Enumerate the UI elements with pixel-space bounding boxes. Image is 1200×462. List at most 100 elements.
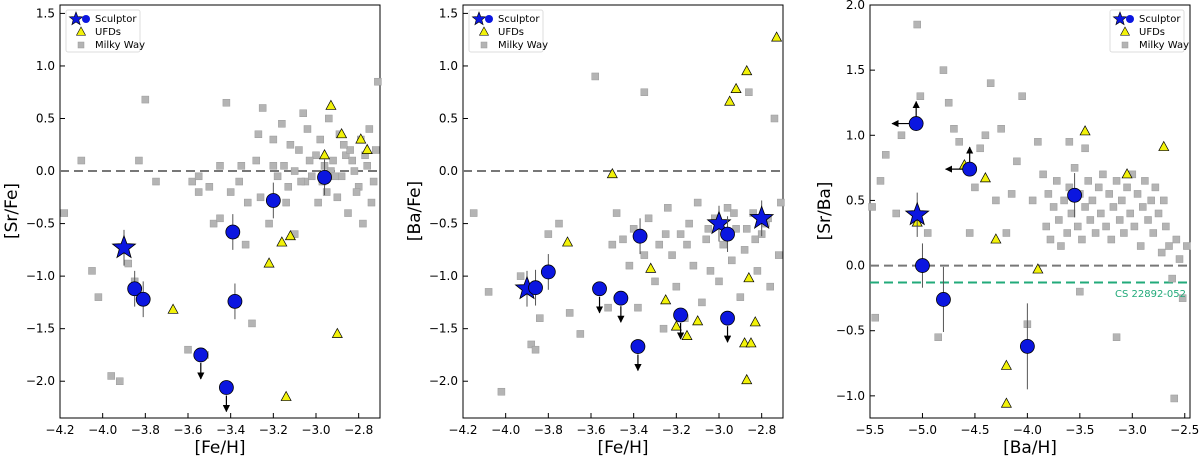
milky-way-point <box>314 198 322 207</box>
milky-way-point <box>333 193 342 202</box>
milky-way-point <box>322 188 331 196</box>
milky-way-point <box>651 277 659 286</box>
ufd-point <box>325 99 337 110</box>
milky-way-point <box>367 198 376 207</box>
milky-way-point <box>706 267 715 275</box>
milky-way-point <box>685 219 693 228</box>
x-tick-label: −3.4 <box>216 423 245 437</box>
milky-way-point <box>305 156 314 165</box>
milky-way-point <box>544 230 553 238</box>
ufd-point <box>1032 263 1044 274</box>
sculptor-circle-point <box>613 290 629 306</box>
y-tick-label: 1.5 <box>439 6 458 20</box>
milky-way-point <box>135 156 143 165</box>
y-tick-label: −2.0 <box>429 374 458 388</box>
milky-way-point <box>88 267 96 275</box>
sculptor-circle-point <box>193 347 209 363</box>
milky-way-point <box>693 198 702 207</box>
ufd-point <box>681 329 693 340</box>
y-tick-label: −0.5 <box>26 217 55 231</box>
sculptor-circle-point <box>127 281 143 297</box>
milky-way-point <box>668 251 676 259</box>
milky-way-point <box>876 177 885 185</box>
sculptor-circle-point <box>936 292 951 307</box>
milky-way-point <box>337 172 346 181</box>
milky-way-point <box>629 225 638 233</box>
sculptor-circle-point <box>227 293 243 309</box>
milky-way-point <box>194 172 203 181</box>
milky-way-point <box>1126 209 1134 218</box>
milky-way-point <box>683 240 691 249</box>
milky-way-point <box>728 256 736 265</box>
ufd-point <box>741 64 753 76</box>
milky-way-point <box>339 141 348 149</box>
panel-sr-fe: −4.2 −4.0 −3.8 −3.6 −3.4 −3.2 −3.0 −2.8 −2.0 −1.… <box>2 4 382 458</box>
sculptor-star-point <box>904 201 930 226</box>
milky-way-point <box>881 151 890 159</box>
y-tick-label: 0.0 <box>439 164 458 178</box>
milky-way-point <box>280 162 288 170</box>
milky-way-point <box>955 138 963 146</box>
milky-way-point <box>723 204 732 212</box>
milky-way-point <box>1099 170 1107 179</box>
milky-way-point <box>1018 92 1026 100</box>
milky-way-point <box>331 172 339 181</box>
x-tick-label: −5.5 <box>855 423 884 437</box>
milky-way-point <box>252 156 261 165</box>
y-tick-label: −1.0 <box>836 389 865 403</box>
milky-way-point <box>1046 235 1055 244</box>
milky-way-point <box>1049 203 1058 211</box>
legend-mw-symbol <box>480 41 488 49</box>
y-tick-label: 1.0 <box>846 128 865 142</box>
milky-way-point <box>256 193 265 202</box>
panel-ba-fe: −4.2 −4.0 −3.8 −3.6 −3.4 −3.2 −3.0 −2.8 −2.0 −1.… <box>405 4 785 458</box>
ufd-point <box>263 257 275 268</box>
ufd-point <box>276 236 288 247</box>
milky-way-point <box>1007 190 1016 198</box>
milky-way-point <box>1067 209 1076 218</box>
milky-way-point <box>344 209 352 217</box>
milky-way-point <box>469 209 478 217</box>
ufd-point <box>979 172 991 183</box>
milky-way-point <box>555 219 563 228</box>
sculptor-circle-point <box>673 307 688 323</box>
milky-way-point <box>1175 255 1184 263</box>
milky-way-point <box>1123 183 1131 192</box>
milky-way-point <box>369 177 378 186</box>
milky-way-point <box>745 88 753 96</box>
sculptor-circle-point <box>908 116 924 131</box>
milky-way-point <box>753 267 762 275</box>
sculptor-circle-point <box>225 224 241 240</box>
milky-way-point <box>992 196 1000 205</box>
x-tick-label: −3.0 <box>704 423 733 437</box>
milky-way-point <box>897 131 906 140</box>
milky-way-point <box>1065 138 1074 146</box>
milky-way-point <box>325 114 333 123</box>
milky-way-point <box>243 198 252 207</box>
y-axis-label: [Ba/Fe] <box>405 181 425 241</box>
legend-ufd-label: UFDs <box>1139 27 1165 38</box>
y-tick-label: −1.0 <box>429 269 458 283</box>
milky-way-point <box>742 225 751 233</box>
ufd-point <box>318 149 331 160</box>
milky-way-point <box>299 109 307 117</box>
ufd-point <box>1079 125 1091 136</box>
ufd-point <box>745 337 757 348</box>
milky-way-point <box>913 20 921 29</box>
milky-way-point <box>1055 216 1063 224</box>
x-tick-label: −3.5 <box>1065 423 1094 437</box>
milky-way-point <box>934 333 942 341</box>
legend-mw-label: Milky Way <box>498 40 548 51</box>
ufd-point <box>1000 359 1012 370</box>
milky-way-point <box>1039 170 1047 179</box>
milky-way-point <box>565 309 574 317</box>
milky-way-point <box>774 251 783 259</box>
milky-way-point <box>736 293 745 301</box>
milky-way-point <box>1073 222 1082 231</box>
cs-22892-052-label: CS 22892-052 <box>1115 289 1186 300</box>
ufd-point <box>1000 397 1012 408</box>
milky-way-point <box>604 303 612 312</box>
milky-way-point <box>269 135 278 144</box>
milky-way-point <box>1165 242 1173 250</box>
ufd-point <box>645 262 657 273</box>
